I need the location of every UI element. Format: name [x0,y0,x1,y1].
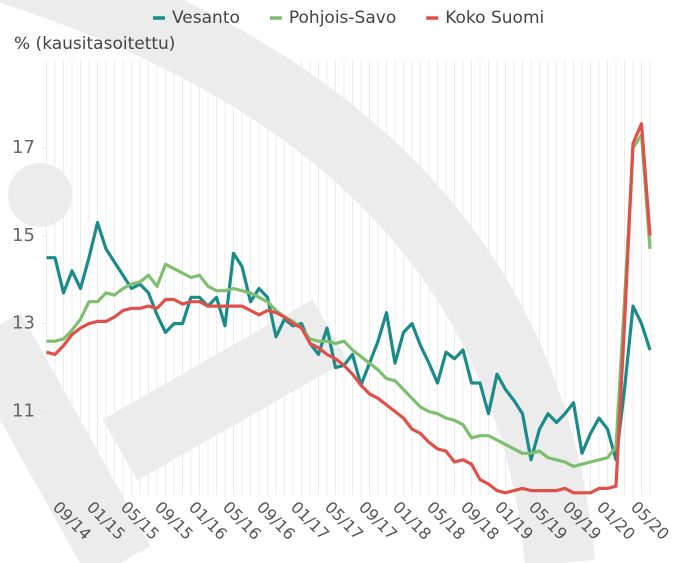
y-tick-label: 17 [12,137,35,158]
x-tick-label: 09/17 [355,498,401,544]
x-tick-label: 05/18 [423,498,469,544]
y-tick-label: 13 [12,313,35,334]
legend-label: Pohjois-Savo [289,8,396,28]
legend: Vesanto Pohjois-Savo Koko Suomi [153,8,544,28]
x-tick-label: 09/16 [253,498,299,544]
x-tick-label: 05/17 [321,498,367,544]
y-tick-label: 15 [12,225,35,246]
x-tick-label: 05/16 [219,498,265,544]
chart: % (kausitasoitettu) Vesanto Pohjois-Savo K… [0,0,694,563]
legend-label: Koko Suomi [445,8,544,28]
x-tick-label: 09/18 [457,498,503,544]
x-tick-label: 05/20 [627,498,673,544]
x-tick-label: 01/20 [593,498,639,544]
watermark-dot [8,163,72,227]
x-tick-label: 01/16 [185,498,231,544]
x-tick-label: 01/17 [287,498,333,544]
x-tick-label: 01/18 [389,498,435,544]
legend-label: Vesanto [172,8,240,28]
y-axis-label: % (kausitasoitettu) [14,34,175,54]
y-tick-label: 11 [12,401,35,422]
x-tick-label: 09/15 [151,498,197,544]
